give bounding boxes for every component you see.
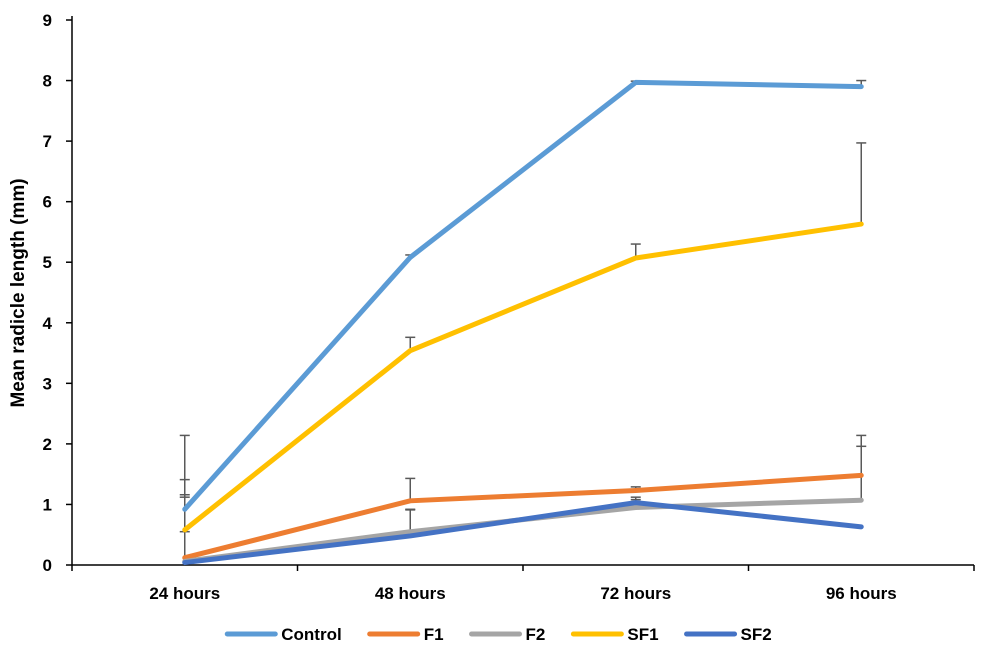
legend-item-sf1: SF1: [570, 625, 659, 644]
y-tick-label: 0: [43, 556, 52, 575]
series-line-sf2: [182, 500, 864, 566]
series-line-sf1: [182, 221, 864, 533]
y-tick-label: 5: [43, 253, 52, 272]
y-tick-label: 9: [43, 11, 52, 30]
error-bars: [179, 79, 867, 563]
legend-label: F1: [424, 625, 444, 644]
legend-item-control: Control: [224, 625, 342, 644]
legend-item-sf2: SF2: [684, 625, 772, 644]
y-axis: 0 1 2 3 4 5 6 7 8 9: [43, 11, 73, 575]
y-tick-label: 7: [43, 132, 52, 151]
legend-item-f2: F2: [469, 625, 546, 644]
y-tick-label: 4: [43, 314, 53, 333]
legend-label: F2: [526, 625, 546, 644]
y-tick-label: 1: [43, 495, 52, 514]
series-line-control: [182, 79, 864, 512]
x-tick-label: 96 hours: [826, 584, 897, 603]
legend: Control F1 F2 SF1 SF2: [224, 625, 772, 644]
series-line-f1: [182, 472, 864, 561]
series-lines: [182, 79, 864, 566]
y-tick-label: 3: [43, 374, 52, 393]
legend-item-f1: F1: [367, 625, 444, 644]
x-tick-label: 72 hours: [600, 584, 671, 603]
y-axis-label: Mean radicle length (mm): [8, 178, 29, 407]
legend-label: SF1: [627, 625, 658, 644]
legend-label: SF2: [741, 625, 772, 644]
x-tick-label: 48 hours: [375, 584, 446, 603]
legend-label: Control: [281, 625, 341, 644]
y-tick-label: 6: [43, 193, 52, 212]
x-tick-label: 24 hours: [149, 584, 220, 603]
y-tick-label: 8: [43, 72, 52, 91]
x-axis: 24 hours 48 hours 72 hours 96 hours: [71, 564, 975, 603]
y-axis-title: Mean radicle length (mm): [8, 178, 29, 407]
y-tick-label: 2: [43, 435, 52, 454]
